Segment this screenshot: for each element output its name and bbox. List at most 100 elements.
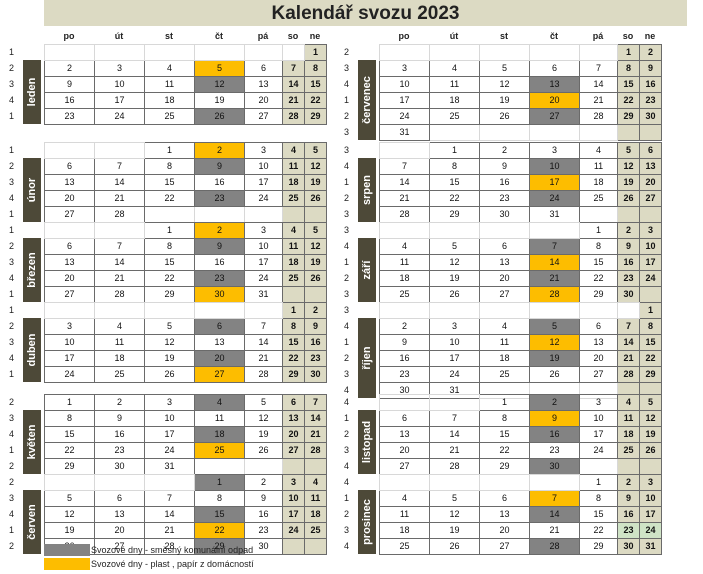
day-cell: 5 [639, 394, 662, 411]
empty-cell [379, 394, 430, 411]
day-cell: 13 [94, 506, 145, 523]
day-cell: 25 [479, 366, 530, 383]
day-cell-mixed-waste: 16 [529, 426, 580, 443]
day-cell: 27 [379, 458, 430, 475]
week-row: 4 5 6 7 8 9 10 [379, 490, 662, 507]
day-cell-plastic-paper: 17 [529, 174, 580, 191]
day-cell: 23 [94, 442, 145, 459]
day-cell: 17 [282, 506, 305, 523]
day-cell: 7 [94, 238, 145, 255]
week-row: 10 11 12 13 14 15 16 [379, 76, 662, 93]
day-cell: 3 [94, 60, 145, 77]
day-cell: 16 [44, 92, 95, 109]
day-cell: 16 [379, 350, 430, 367]
week-row: 8 9 10 11 12 13 14 [44, 410, 327, 427]
week-count: 3 [8, 413, 14, 423]
day-cell: 6 [44, 158, 95, 175]
day-cell-mixed-waste: 18 [194, 426, 245, 443]
day-cell-plastic-paper: 27 [194, 366, 245, 383]
week-count: 4 [8, 353, 14, 363]
day-cell: 4 [429, 60, 480, 77]
day-cell: 8 [639, 318, 662, 335]
empty-cell [639, 124, 662, 141]
day-cell: 29 [479, 458, 530, 475]
day-cell: 30 [617, 538, 640, 555]
day-cell: 11 [304, 490, 327, 507]
week-row: 20 21 22 23 24 25 26 [379, 442, 662, 459]
empty-cell [282, 458, 305, 475]
day-cell: 23 [379, 366, 430, 383]
legend-swatch [44, 558, 90, 570]
day-cell: 11 [144, 76, 195, 93]
day-cell: 18 [282, 174, 305, 191]
week-count: 3 [8, 177, 14, 187]
day-cell: 12 [617, 158, 640, 175]
empty-cell [44, 142, 95, 159]
day-cell: 18 [579, 174, 618, 191]
day-cell: 28 [94, 286, 145, 303]
week-row: 16 17 18 19 20 21 22 [379, 350, 662, 367]
day-cell: 20 [94, 522, 145, 539]
day-cell: 19 [429, 522, 480, 539]
day-cell-mixed-waste: 9 [194, 238, 245, 255]
day-cell: 10 [282, 490, 305, 507]
day-cell: 31 [379, 124, 430, 141]
month-name: duben [26, 333, 38, 367]
week-count: 1 [8, 445, 14, 455]
week-row: 10 11 12 13 14 15 16 [44, 334, 327, 351]
empty-cell [429, 394, 480, 411]
day-cell: 14 [304, 410, 327, 427]
day-cell: 24 [244, 270, 283, 287]
day-cell: 28 [244, 366, 283, 383]
day-cell-plastic-paper: 12 [529, 334, 580, 351]
day-cell-mixed-waste: 27 [529, 108, 580, 125]
weekday-header-so: so [287, 31, 299, 41]
weekday-header-pá: pá [592, 31, 604, 41]
day-cell: 24 [244, 190, 283, 207]
day-cell: 13 [479, 254, 530, 271]
day-cell: 9 [94, 410, 145, 427]
empty-cell [429, 474, 480, 491]
day-cell: 4 [282, 142, 305, 159]
day-cell: 3 [244, 142, 283, 159]
day-cell: 12 [44, 506, 95, 523]
day-cell: 19 [479, 92, 530, 109]
day-cell: 23 [617, 522, 640, 539]
day-cell: 9 [639, 60, 662, 77]
weekday-header-po: po [63, 31, 75, 41]
day-cell: 22 [579, 270, 618, 287]
day-cell: 30 [94, 458, 145, 475]
day-cell: 19 [429, 270, 480, 287]
day-cell: 25 [304, 522, 327, 539]
day-cell: 26 [429, 538, 480, 555]
day-cell: 6 [44, 238, 95, 255]
day-cell: 5 [244, 394, 283, 411]
day-cell-plastic-paper: 28 [529, 286, 580, 303]
month-day-grid: 1 2 3 4 5 6 7 8 9 10 11 12 13 14 15 16 17 18 19 20 21 22 23 24 2… [379, 302, 662, 399]
day-cell-mixed-waste: 15 [194, 506, 245, 523]
day-cell: 16 [479, 174, 530, 191]
week-count: 4 [8, 95, 14, 105]
day-cell: 25 [429, 108, 480, 125]
month-label: květen [23, 410, 41, 474]
month-day-grid: 1 2 3 4 5 6 7 8 9 10 11 12 13 14 15 16 17 18 19 20 21 22 23 24 2… [379, 44, 662, 141]
day-cell: 29 [429, 206, 480, 223]
day-cell: 17 [379, 92, 430, 109]
week-row: 13 14 15 16 17 18 19 [44, 174, 327, 191]
week-count: 1 [8, 525, 14, 535]
day-cell: 14 [94, 254, 145, 271]
day-cell: 10 [639, 238, 662, 255]
day-cell: 7 [429, 410, 480, 427]
day-cell: 1 [144, 222, 195, 239]
day-cell: 13 [282, 410, 305, 427]
week-count: 3 [343, 445, 349, 455]
day-cell: 15 [639, 334, 662, 351]
day-cell-mixed-waste: 2 [529, 394, 580, 411]
day-cell: 22 [429, 190, 480, 207]
day-cell: 29 [282, 366, 305, 383]
empty-cell [479, 222, 530, 239]
day-cell: 6 [639, 142, 662, 159]
month-label: srpen [358, 158, 376, 222]
day-cell: 8 [429, 158, 480, 175]
day-cell: 15 [44, 426, 95, 443]
